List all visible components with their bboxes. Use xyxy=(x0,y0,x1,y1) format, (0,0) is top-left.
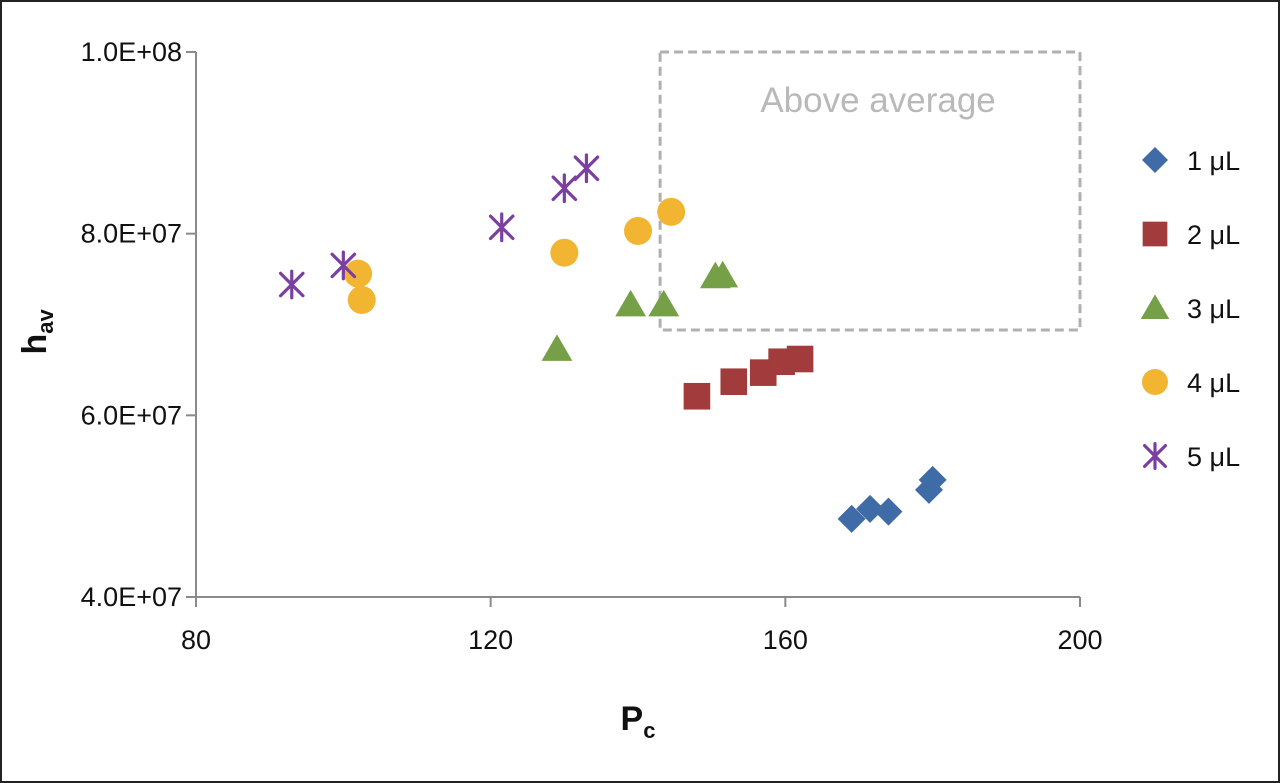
asterisk-stroke xyxy=(551,175,578,202)
data-point xyxy=(541,334,573,361)
y-axis-title: hav xyxy=(16,308,58,354)
data-point xyxy=(837,504,866,533)
data-point xyxy=(874,497,903,526)
above-average-label: Above average xyxy=(760,81,995,120)
asterisk-stroke xyxy=(278,271,305,298)
legend-label: 1 μL xyxy=(1187,146,1240,176)
series-2 xyxy=(683,345,814,410)
legend-marker xyxy=(1142,147,1168,173)
legend-label: 4 μL xyxy=(1187,368,1240,398)
series-5 xyxy=(278,153,600,300)
data-point xyxy=(683,382,711,410)
series-4 xyxy=(344,197,686,314)
y-tick-label: 6.0E+07 xyxy=(81,400,182,430)
legend: 1 μL 2 μL 3 μL 4 μL 5 μL xyxy=(1140,146,1240,472)
asterisk-stroke xyxy=(1142,444,1168,468)
legend-label: 5 μL xyxy=(1187,442,1240,472)
data-point xyxy=(344,259,373,288)
y-tick-label: 1.0E+08 xyxy=(81,37,182,67)
data-point xyxy=(856,494,885,523)
data-point xyxy=(573,153,600,184)
x-tick-label: 200 xyxy=(1057,625,1102,655)
x-tick-label: 80 xyxy=(181,625,211,655)
data-point xyxy=(347,285,376,314)
data-point xyxy=(330,250,357,281)
legend-marker xyxy=(1142,221,1168,247)
y-tick-label: 4.0E+07 xyxy=(81,582,182,612)
asterisk-stroke xyxy=(573,155,600,182)
x-axis-title: Pc xyxy=(621,700,656,743)
data-point xyxy=(488,212,515,243)
data-point xyxy=(657,197,686,226)
asterisk-stroke xyxy=(488,214,515,241)
data-point xyxy=(615,289,647,317)
y-tick-label: 8.0E+07 xyxy=(81,219,182,249)
legend-label: 2 μL xyxy=(1187,220,1240,250)
annotation-layer: Above average xyxy=(658,50,1082,332)
series-1 xyxy=(837,465,947,533)
asterisk-stroke xyxy=(330,252,357,279)
data-points xyxy=(278,153,947,533)
data-point xyxy=(720,368,748,396)
data-point xyxy=(786,345,814,373)
legend-marker xyxy=(1140,294,1170,320)
x-tick-label: 120 xyxy=(468,625,513,655)
legend-marker xyxy=(1142,369,1168,395)
data-point xyxy=(624,216,652,245)
data-point xyxy=(648,289,680,317)
axes: 4.0E+07 6.0E+07 8.0E+07 1.0E+08 80 120 160 200 xyxy=(81,37,1103,655)
data-point xyxy=(550,238,579,267)
data-point xyxy=(551,173,578,204)
data-point xyxy=(278,269,305,300)
series-3 xyxy=(541,260,739,361)
legend-label: 3 μL xyxy=(1187,294,1240,324)
data-point xyxy=(707,260,739,288)
axis-titles: hav Pc xyxy=(16,308,655,743)
legend-marker xyxy=(1142,442,1168,470)
x-tick-label: 160 xyxy=(763,625,808,655)
data-point xyxy=(918,465,947,494)
